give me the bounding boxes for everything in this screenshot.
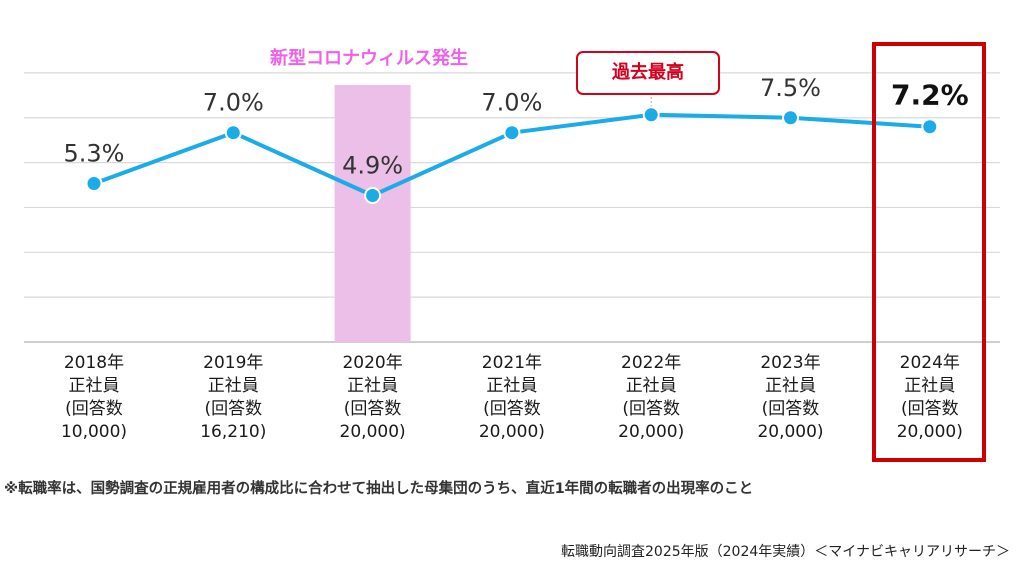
- data-label: 7.0%: [203, 89, 264, 117]
- data-label: 7.2%: [891, 79, 969, 112]
- data-point: [782, 109, 799, 127]
- x-tick-label: 2019年正社員 (回答数 16,210): [163, 352, 303, 444]
- x-tick-label: 2018年正社員 (回答数 10,000): [24, 352, 164, 444]
- data-point: [224, 124, 242, 142]
- data-point: [364, 186, 382, 204]
- x-tick-year: 2024年: [899, 353, 960, 373]
- covid-outbreak-annotation: 新型コロナウィルス発生: [270, 48, 468, 69]
- x-tick-year: 2019年: [203, 353, 264, 373]
- x-tick-group: 正社員: [207, 376, 259, 396]
- x-tick-group: 正社員: [68, 376, 120, 396]
- highlight-2024-box: [872, 42, 986, 462]
- x-tick-group: 正社員: [625, 376, 677, 396]
- x-tick-label: 2021年正社員 (回答数 20,000): [442, 352, 582, 444]
- x-tick-group: 正社員: [486, 376, 538, 396]
- data-label: 5.3%: [64, 140, 125, 168]
- data-point: [921, 118, 939, 136]
- x-tick-year: 2023年: [760, 353, 821, 373]
- x-tick-n-label: (回答数: [343, 399, 402, 419]
- x-tick-label: 2022年正社員 (回答数 20,000): [581, 352, 721, 444]
- data-label: 7.0%: [481, 89, 542, 117]
- x-tick-n-label: (回答数: [761, 399, 820, 419]
- source-credit: 転職動向調査2025年版（2024年実績）＜マイナビキャリアリサーチ＞: [561, 544, 1010, 560]
- data-point: [642, 106, 660, 124]
- x-tick-label: 2023年正社員 (回答数 20,000): [721, 352, 861, 444]
- x-tick-n-label: (回答数: [900, 399, 959, 419]
- data-points-layer: [85, 106, 939, 204]
- x-tick-year: 2021年: [481, 353, 543, 373]
- x-tick-group: 正社員: [765, 376, 816, 396]
- x-tick-n-value: 16,210): [200, 422, 267, 442]
- x-tick-n-value: 20,000): [478, 422, 545, 442]
- x-tick-n-label: (回答数: [622, 399, 680, 419]
- x-tick-label: 2020年正社員 (回答数 20,000): [303, 352, 443, 444]
- shaded-period-2020: [334, 85, 411, 342]
- gridlines: [24, 72, 1000, 343]
- x-tick-n-value: 20,000): [896, 422, 963, 442]
- x-tick-n-label: (回答数: [204, 399, 263, 419]
- x-tick-label: 2024年正社員 (回答数 20,000): [860, 352, 1000, 444]
- x-tick-n-value: 20,000): [339, 422, 406, 442]
- x-tick-group: 正社員: [904, 376, 956, 396]
- x-tick-year: 2022年: [621, 353, 682, 373]
- x-tick-year: 2020年: [342, 353, 403, 373]
- data-label: 7.5%: [760, 74, 821, 102]
- x-tick-n-value: 10,000): [60, 422, 128, 442]
- footnote: ※転職率は、国勢調査の正規雇用者の構成比に合わせて抽出した母集団のうち、直近1年…: [4, 481, 754, 497]
- x-tick-n-value: 20,000): [618, 422, 685, 442]
- record-high-annotation: 過去最高: [576, 51, 720, 95]
- data-label: 4.9%: [342, 151, 403, 179]
- x-tick-n-value: 20,000): [757, 422, 824, 442]
- x-tick-n-label: (回答数: [483, 399, 541, 419]
- data-point: [503, 124, 521, 142]
- x-tick-n-label: (回答数: [65, 399, 123, 419]
- data-point: [85, 175, 103, 193]
- x-tick-year: 2018年: [63, 353, 125, 373]
- x-tick-group: 正社員: [347, 376, 399, 396]
